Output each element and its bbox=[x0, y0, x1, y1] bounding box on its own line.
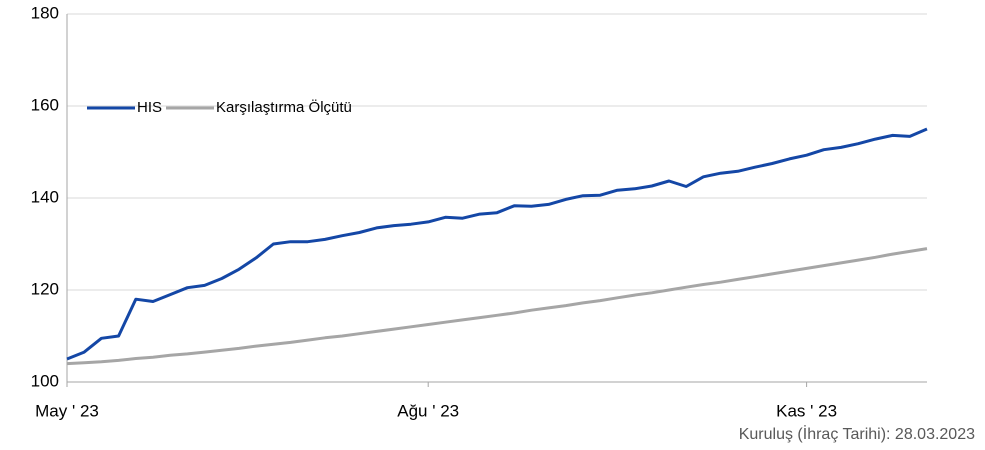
series-line bbox=[66, 127, 928, 361]
annotation: Kuruluş (İhraç Tarihi): 28.03.2023 bbox=[739, 424, 975, 443]
x-tick-label: May ' 23 bbox=[35, 401, 99, 420]
x-tick-label: Ağu ' 23 bbox=[397, 401, 459, 420]
y-tick-label: 140 bbox=[31, 187, 59, 206]
y-tick-label: 160 bbox=[31, 95, 59, 114]
x-tick-label: Kas ' 23 bbox=[776, 401, 837, 420]
y-tick-label: 120 bbox=[31, 279, 59, 298]
y-tick-label: 180 bbox=[31, 3, 59, 22]
legend-label: Karşılaştırma Ölçütü bbox=[216, 98, 352, 116]
series-line bbox=[66, 247, 928, 366]
y-tick-label: 100 bbox=[31, 371, 59, 390]
legend-label: HIS bbox=[137, 99, 162, 116]
